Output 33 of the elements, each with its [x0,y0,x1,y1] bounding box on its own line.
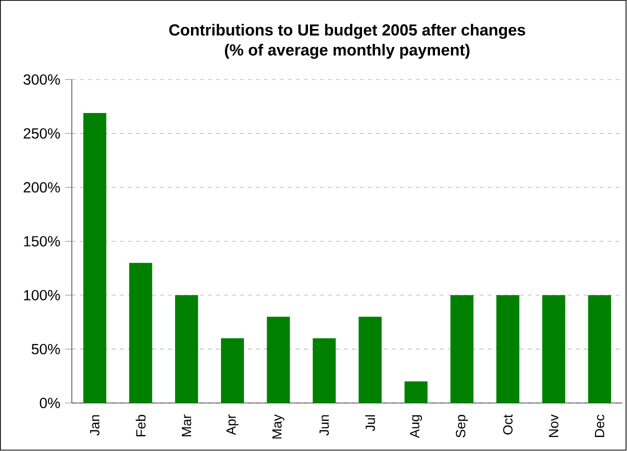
bar [588,295,612,404]
x-tick-label: Sep [456,415,468,438]
x-tick-label: Jun [320,415,329,436]
y-tick-label: 300% [24,74,60,85]
x-tick-label: Apr [226,414,238,436]
bar [83,113,106,404]
y-tick-label: 250% [24,128,60,139]
bar [220,338,244,404]
y-tick-label: 0% [40,398,60,408]
x-tick-label: Feb [136,415,146,436]
x-tick-label: Jan [90,415,100,436]
y-tick-label: 100% [24,290,60,301]
x-tick-label: Dec [594,414,604,438]
bar [404,382,428,404]
chart-title: Contributions to UE budget 2005 after changes [169,24,526,40]
x-tick-label: Nov [549,414,558,438]
bar [129,263,152,404]
bar [358,316,382,404]
bar [542,295,566,404]
bar [266,316,290,404]
y-tick-label: 200% [24,182,60,193]
x-tick-label: May [272,414,284,439]
x-tick-label: Jul [365,415,376,432]
bar [175,295,198,404]
bar [312,338,336,404]
bar [450,295,474,404]
y-tick-label: 150% [24,236,60,247]
x-tick-label: Aug [410,415,422,438]
x-tick-label: Mar [182,414,192,436]
chart-subtitle: (% of average monthly payment) [224,44,470,60]
y-tick-label: 50% [32,344,60,354]
x-tick-label: Oct [503,414,513,435]
bar [496,295,520,404]
